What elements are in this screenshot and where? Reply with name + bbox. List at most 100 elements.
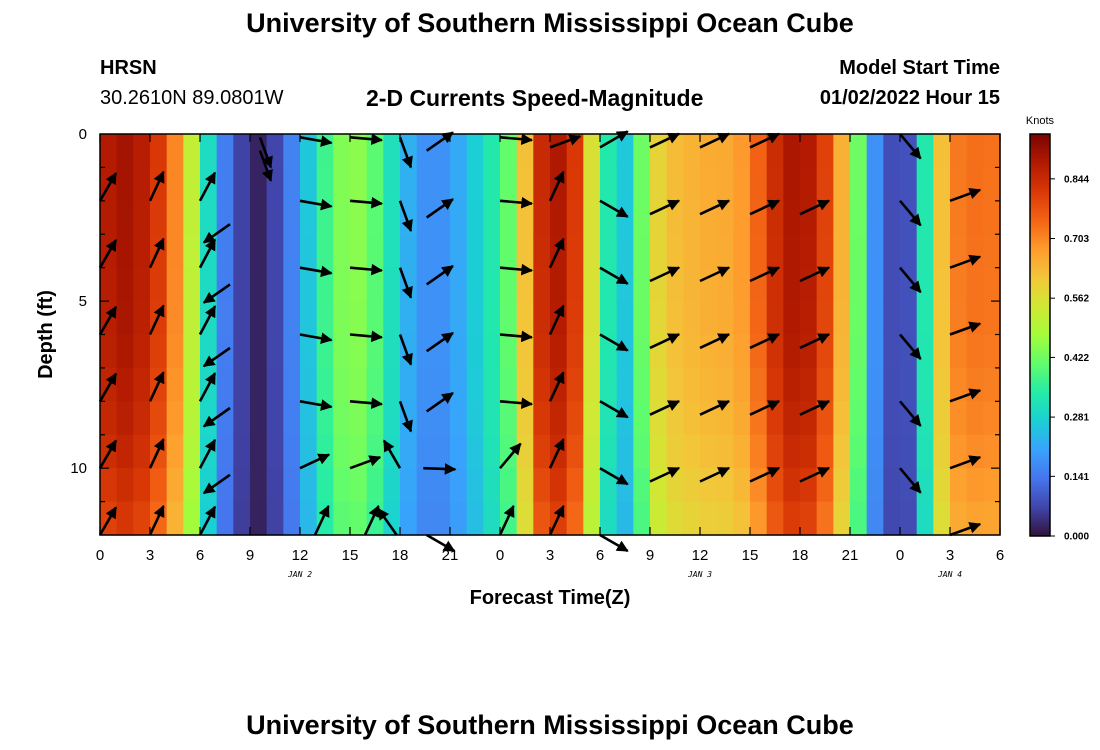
heatmap-cell [400, 367, 418, 402]
heatmap-cell [883, 401, 901, 436]
heatmap-cell [683, 468, 701, 503]
heatmap-cell [600, 167, 618, 202]
heatmap-cell [466, 501, 484, 536]
colorbar-tick-label: 0.141 [1064, 472, 1089, 483]
heatmap-cell [950, 468, 968, 503]
heatmap-cell [366, 401, 384, 436]
heatmap-cell [833, 134, 851, 169]
current-arrow [749, 266, 781, 283]
heatmap-cell [516, 301, 534, 336]
heatmap-cell [216, 468, 234, 503]
heatmap-cell [366, 334, 384, 369]
heatmap-cell [466, 367, 484, 402]
current-arrow [649, 132, 681, 149]
heatmap-cell [216, 134, 234, 169]
current-arrow [799, 333, 831, 350]
heatmap-cell [950, 334, 968, 369]
heatmap-cell [466, 134, 484, 169]
heatmap-cell [583, 501, 601, 536]
heatmap-cell [566, 367, 584, 402]
heatmap-cell [516, 468, 534, 503]
colorbar-tick-label: 0.000 [1064, 532, 1089, 543]
heatmap-cell [950, 200, 968, 235]
current-arrow [799, 199, 831, 216]
heatmap-cell [566, 234, 584, 269]
heatmap-cell [866, 200, 884, 235]
heatmap-cell [300, 267, 318, 302]
heatmap-cell [250, 468, 268, 503]
heatmap-cell [250, 267, 268, 302]
heatmap-cell [583, 334, 601, 369]
heatmap-cell [900, 301, 918, 336]
heatmap-cell [233, 267, 251, 302]
heatmap-cell [150, 134, 168, 169]
heatmap-cell [416, 367, 434, 402]
heatmap-cell [900, 468, 918, 503]
heatmap-cell [583, 301, 601, 336]
heatmap-cell [833, 267, 851, 302]
heatmap-cell [950, 501, 968, 536]
heatmap-cell [300, 167, 318, 202]
current-arrow [949, 522, 982, 537]
heatmap-cell [166, 434, 184, 469]
heatmap-cell [916, 468, 934, 503]
heatmap-cell [450, 501, 468, 536]
current-arrow [299, 135, 333, 147]
heatmap-cell [950, 134, 968, 169]
heatmap-cell [583, 434, 601, 469]
current-arrow [949, 388, 982, 403]
heatmap-cell [583, 367, 601, 402]
heatmap-cell [316, 501, 334, 536]
heatmap-cell [633, 468, 651, 503]
heatmap-cell [850, 301, 868, 336]
heatmap-cell [383, 200, 401, 235]
heatmap-cell [133, 434, 151, 469]
current-arrow [799, 400, 831, 416]
page-title-bottom: University of Southern Mississippi Ocean… [246, 710, 854, 740]
heatmap-cell [416, 200, 434, 235]
heatmap-cell [500, 401, 518, 436]
heatmap-cell [283, 501, 301, 536]
heatmap-cell [783, 134, 801, 169]
heatmap-cell [866, 367, 884, 402]
heatmap-cell [133, 267, 151, 302]
current-arrow [425, 264, 454, 286]
heatmap-cell [816, 434, 834, 469]
heatmap-cell [916, 234, 934, 269]
heatmap-cell [833, 167, 851, 202]
current-arrow [548, 371, 565, 402]
heatmap-cell [916, 301, 934, 336]
heatmap-cell [483, 200, 501, 235]
heatmap-cell [850, 134, 868, 169]
colorbar-tick-label: 0.703 [1064, 234, 1089, 245]
current-arrow [799, 466, 831, 483]
current-arrow [299, 453, 331, 470]
heatmap-cell [833, 468, 851, 503]
heatmap-cell [333, 334, 351, 369]
heatmap-cell [866, 434, 884, 469]
heatmap-cell [166, 334, 184, 369]
heatmap-cell [866, 401, 884, 436]
heatmap-cell [550, 334, 568, 369]
x-tick-label: 9 [646, 547, 654, 564]
heatmap-cell [416, 468, 434, 503]
heatmap-cell [516, 401, 534, 436]
date-label: JAN 2 [287, 570, 312, 579]
heatmap-cell [350, 468, 368, 503]
heatmap-cell [483, 434, 501, 469]
heatmap-cell [966, 200, 984, 235]
heatmap-cell [666, 234, 684, 269]
heatmap-cell [383, 367, 401, 402]
heatmap-cell [450, 468, 468, 503]
heatmap-cell [683, 501, 701, 536]
heatmap-cell [883, 334, 901, 369]
heatmap-cell [816, 167, 834, 202]
current-arrow [202, 406, 231, 428]
heatmap-cell [166, 401, 184, 436]
heatmap-cell [483, 468, 501, 503]
heatmap-cell [783, 267, 801, 302]
heatmap-cell [233, 334, 251, 369]
heatmap-cell [850, 401, 868, 436]
heatmap-cell [900, 367, 918, 402]
current-arrow [202, 283, 231, 304]
